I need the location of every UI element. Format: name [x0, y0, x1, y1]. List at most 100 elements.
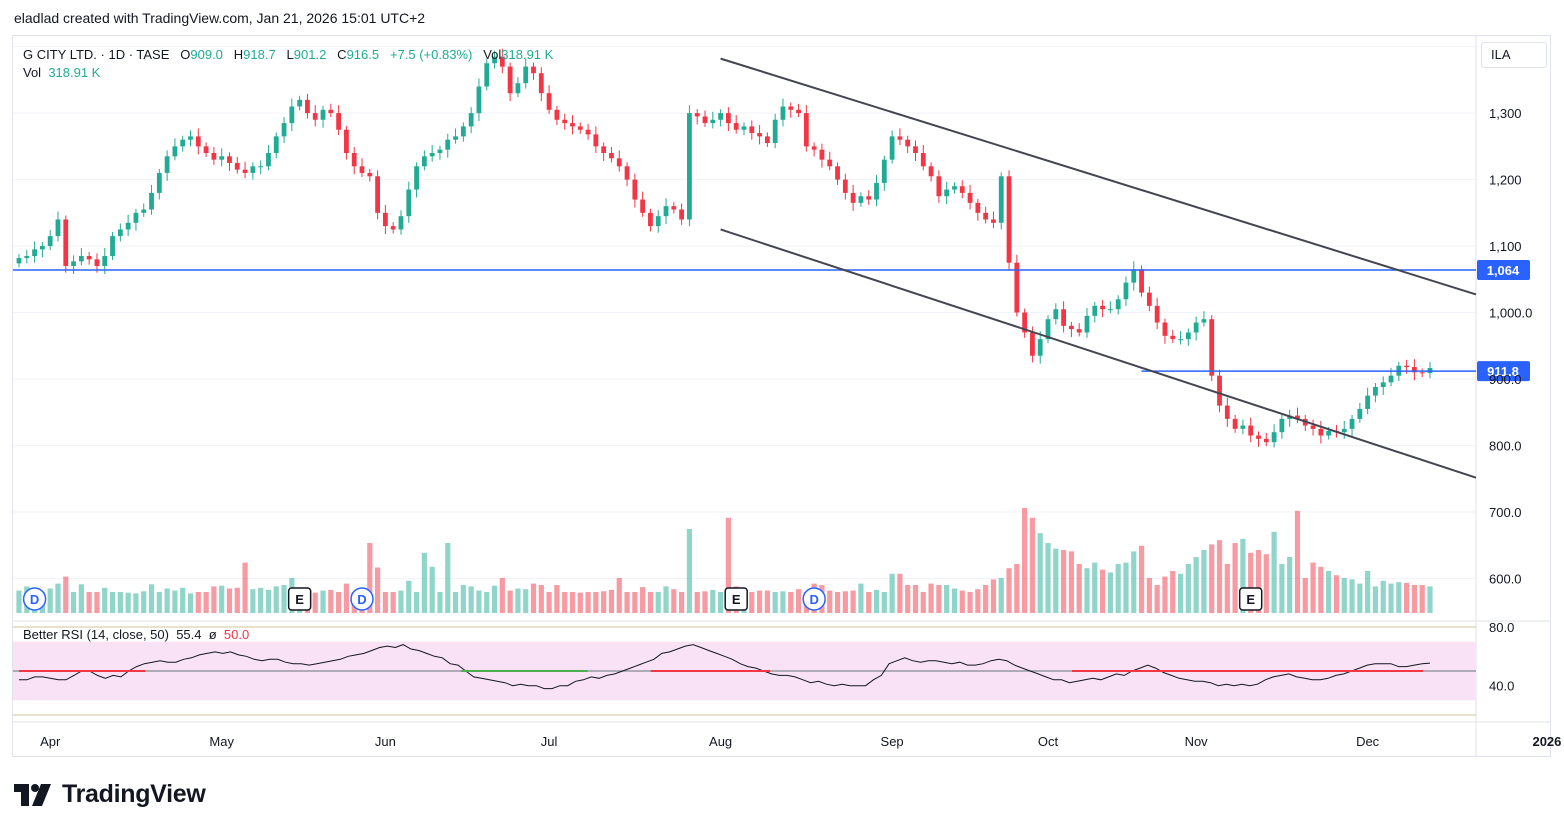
candle: [273, 132, 279, 159]
volume-bar: [1037, 533, 1043, 613]
tradingview-wordmark: TradingView: [62, 780, 206, 808]
candle-body: [881, 159, 887, 183]
candle-body: [149, 192, 154, 210]
earnings-marker-shape: [1238, 587, 1263, 611]
candle-body: [1193, 322, 1199, 333]
currency-button[interactable]: ILA: [1481, 42, 1547, 68]
volume-bar: [484, 592, 490, 613]
candle: [1076, 323, 1082, 337]
candle-body: [920, 153, 926, 167]
candle: [1380, 376, 1386, 395]
volume-bar: [655, 592, 661, 613]
high-value: 918.7: [243, 47, 276, 62]
volume-bar: [1224, 564, 1230, 613]
candle: [63, 215, 69, 273]
candle: [983, 206, 989, 224]
candle-body: [601, 146, 607, 154]
event-marker-label: E: [732, 592, 741, 607]
rsi-value: 55.4: [176, 627, 202, 642]
candle-body: [1084, 315, 1090, 333]
channel-lower-line: [720, 228, 1477, 479]
volume-bar: [429, 566, 435, 613]
event-marker-label: D: [809, 592, 818, 607]
volume-bar: [1006, 568, 1012, 613]
close-value: 916.5: [346, 47, 380, 62]
volume-bar: [78, 584, 84, 613]
candle: [359, 158, 365, 177]
candle: [305, 93, 310, 119]
candle-body: [16, 258, 22, 264]
candle: [1287, 409, 1293, 427]
volume-bar: [195, 592, 201, 613]
volume-bar: [889, 573, 895, 613]
candle-body: [281, 123, 287, 137]
candle: [546, 85, 552, 114]
volume-bar: [944, 585, 950, 613]
candle-body: [1146, 292, 1152, 306]
rsi-title: Better RSI (14, close, 50): [23, 627, 169, 642]
volume-bar: [772, 592, 778, 613]
attribution-header: eladlad created with TradingView.com, Ja…: [14, 10, 426, 26]
candle: [1373, 383, 1378, 403]
candle-body: [1022, 312, 1028, 333]
candle: [1146, 286, 1152, 312]
candle: [975, 198, 981, 221]
candle: [266, 145, 271, 171]
candle: [796, 103, 801, 118]
candle-body: [1357, 408, 1363, 419]
candle-body: [975, 202, 981, 213]
candle-body: [803, 113, 809, 147]
candle-body: [1092, 305, 1098, 316]
volume-bar: [951, 588, 958, 613]
volume-bar: [928, 583, 934, 613]
candle: [998, 172, 1004, 230]
candle-body: [1263, 438, 1269, 443]
candle-body: [1380, 382, 1386, 387]
volume-bar: [686, 529, 693, 613]
candle-body: [710, 119, 716, 124]
candle-body: [429, 153, 435, 157]
volume-bar: [1411, 585, 1418, 613]
volume-bar: [1138, 545, 1145, 613]
candle: [718, 109, 724, 127]
price-axis: 1,4001,3001,2001,1001,000.0900.0800.0700…: [1489, 40, 1532, 694]
candle-body: [1232, 418, 1238, 429]
volume-bar: [234, 587, 240, 613]
volume-bar: [437, 592, 443, 613]
candle: [936, 170, 942, 203]
volume-bar: [1357, 583, 1363, 613]
volume-bar: [530, 583, 537, 613]
candle-body: [47, 236, 53, 247]
volume-legend: Vol 318.91 K: [23, 65, 101, 80]
volume-bar: [1333, 575, 1340, 613]
tradingview-logo[interactable]: TradingView: [14, 780, 206, 809]
candle: [663, 198, 669, 225]
event-marker-label: D: [357, 592, 366, 607]
candle: [375, 170, 380, 220]
earnings-marker: E: [1238, 587, 1263, 611]
volume-bar: [515, 588, 521, 613]
volume-bar: [624, 592, 630, 613]
candle-body: [858, 196, 864, 203]
volume-bar: [873, 589, 880, 613]
volume-bar: [164, 588, 170, 613]
volume-bar: [70, 592, 77, 613]
volume-bar: [975, 589, 981, 613]
volume-bar: [55, 583, 61, 613]
candle: [1357, 402, 1363, 423]
candle-body: [445, 139, 451, 150]
candle: [733, 115, 739, 134]
candle: [1263, 432, 1269, 447]
volume-bar: [102, 587, 108, 613]
candle: [1069, 321, 1074, 338]
candle: [453, 128, 458, 144]
candle-body: [648, 212, 653, 227]
candle-body: [460, 126, 466, 137]
candle-body: [788, 106, 794, 110]
candle-body: [24, 256, 30, 259]
volume-bar: [148, 584, 155, 613]
candle-body: [195, 136, 201, 147]
candle: [593, 126, 599, 154]
volume-bar: [1022, 508, 1028, 613]
